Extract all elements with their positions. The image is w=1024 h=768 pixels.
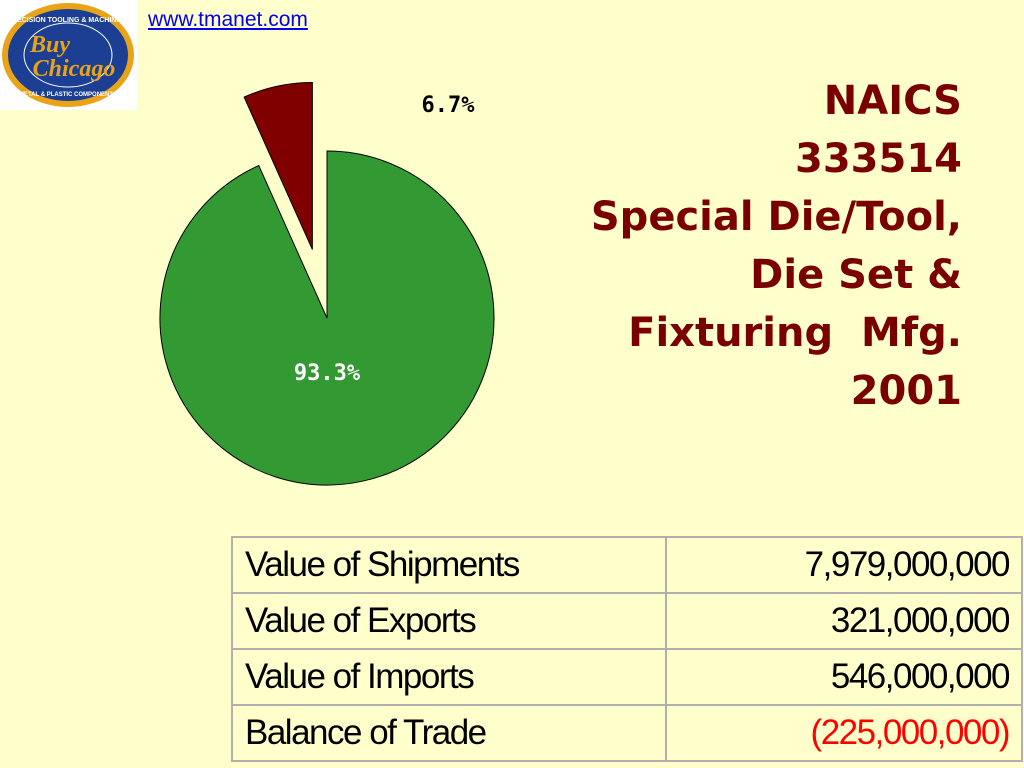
title-line: Special Die/Tool,	[590, 194, 962, 240]
table-row: Value of Shipments 7,979,000,000	[231, 536, 1023, 594]
pie-slice	[159, 150, 495, 486]
slice-label: 93.3%	[294, 361, 361, 386]
row-label: Value of Exports	[231, 592, 667, 650]
pie-slice	[243, 82, 313, 250]
row-label: Value of Shipments	[231, 536, 667, 594]
row-value: 546,000,000	[665, 648, 1023, 706]
table-row: Value of Exports 321,000,000	[231, 592, 1023, 650]
logo-main-line1: Buy	[29, 32, 70, 58]
website-link[interactable]: www.tmanet.com	[148, 8, 308, 31]
logo-bottom-text: METAL & PLASTIC COMPONENTS	[19, 92, 117, 98]
trade-table: Value of Shipments 7,979,000,000 Value o…	[231, 536, 1023, 762]
logo-top-text: PRECISION TOOLING & MACHINING	[7, 17, 129, 24]
title-line: Fixturing Mfg.	[628, 310, 962, 356]
row-value: (225,000,000)	[665, 704, 1023, 762]
row-label: Balance of Trade	[231, 704, 667, 762]
table-row: Balance of Trade (225,000,000)	[231, 704, 1023, 762]
buy-chicago-logo: PRECISION TOOLING & MACHINING Buy Chicag…	[0, 0, 137, 110]
slice-label: 6.7%	[422, 93, 476, 118]
title-line: 333514	[795, 136, 962, 182]
row-value: 7,979,000,000	[665, 536, 1023, 594]
page-title: NAICS 333514 Special Die/Tool, Die Set &…	[502, 72, 962, 420]
table-row: Value of Imports 546,000,000	[231, 648, 1023, 706]
row-label: Value of Imports	[231, 648, 667, 706]
row-value: 321,000,000	[665, 592, 1023, 650]
logo-main-line2: Chicago	[33, 56, 116, 82]
pie-chart: 6.7% 93.3%	[150, 60, 510, 505]
title-line: 2001	[850, 368, 962, 414]
title-line: NAICS	[823, 78, 962, 124]
title-line: Die Set &	[750, 252, 962, 298]
